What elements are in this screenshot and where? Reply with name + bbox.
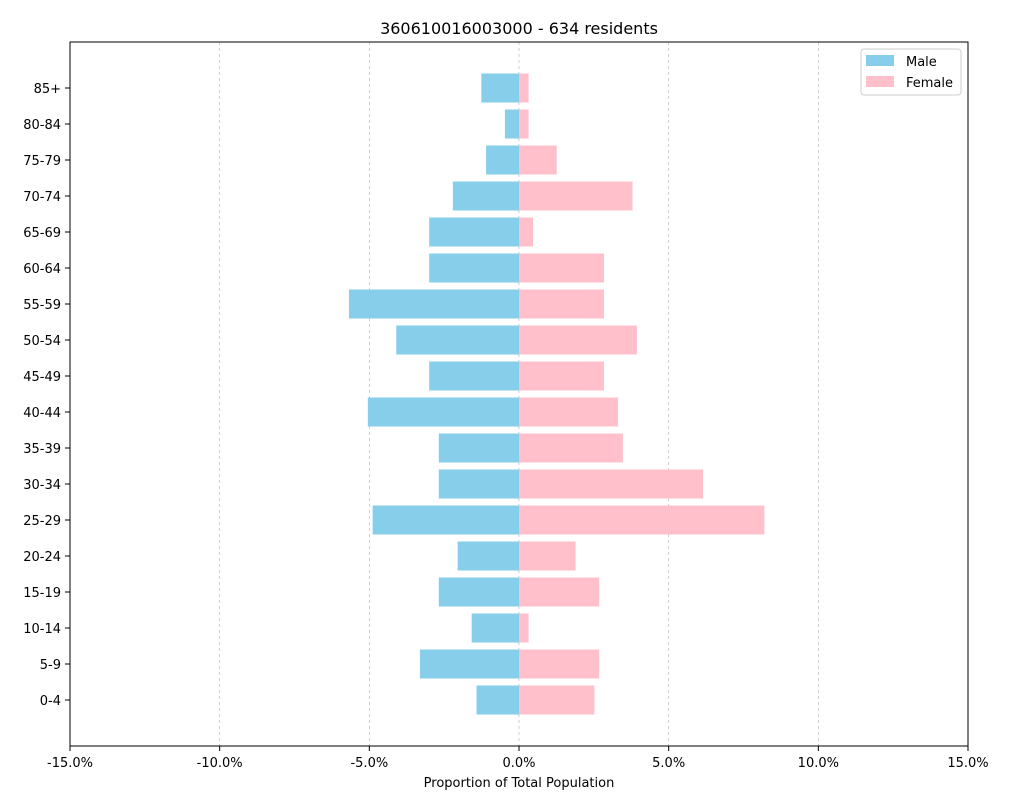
x-tick-label: 15.0%: [947, 756, 988, 771]
bar-female-80-84: [519, 109, 529, 139]
bar-female-55-59: [519, 289, 605, 319]
y-tick-label: 25-29: [23, 514, 61, 529]
x-tick-label: -15.0%: [47, 756, 93, 771]
bar-male-0-4: [476, 685, 519, 715]
bar-female-5-9: [519, 649, 600, 679]
y-tick-label: 35-39: [23, 442, 61, 457]
y-tick-label: 65-69: [23, 226, 61, 241]
x-tick-label: -5.0%: [350, 756, 388, 771]
y-tick-label: 50-54: [23, 334, 61, 349]
x-axis: -15.0% -10.0% -5.0% 0.0% 5.0% 10.0% 15.0%: [47, 746, 989, 771]
bar-male-25-29: [372, 505, 519, 535]
bar-male-35-39: [438, 433, 519, 463]
y-tick-label: 55-59: [23, 298, 61, 313]
x-tick-label: 5.0%: [652, 756, 685, 771]
x-tick-label: -10.0%: [197, 756, 243, 771]
bar-male-5-9: [419, 649, 519, 679]
bar-male-40-44: [367, 397, 519, 427]
legend-swatch-female: [866, 76, 894, 87]
bar-female-40-44: [519, 397, 619, 427]
bar-female-25-29: [519, 505, 765, 535]
bar-male-70-74: [452, 181, 519, 211]
legend-swatch-male: [866, 55, 894, 66]
bar-male-80-84: [504, 109, 519, 139]
y-tick-label: 85+: [34, 82, 61, 97]
bar-female-45-49: [519, 361, 605, 391]
bar-male-85+: [481, 73, 519, 103]
bar-male-55-59: [348, 289, 519, 319]
y-tick-label: 70-74: [23, 190, 61, 205]
y-tick-label: 80-84: [23, 118, 61, 133]
bar-female-70-74: [519, 181, 633, 211]
bar-female-75-79: [519, 145, 557, 175]
y-tick-label: 40-44: [23, 406, 61, 421]
bar-male-10-14: [471, 613, 519, 643]
bar-female-0-4: [519, 685, 595, 715]
y-tick-label: 30-34: [23, 478, 61, 493]
legend: Male Female: [860, 48, 962, 96]
x-axis-label: Proportion of Total Population: [424, 776, 615, 791]
y-tick-label: 45-49: [23, 370, 61, 385]
bars: [348, 73, 765, 715]
x-tick-label: 10.0%: [798, 756, 839, 771]
y-tick-label: 5-9: [40, 658, 61, 673]
bar-female-15-19: [519, 577, 600, 607]
legend-label-female: Female: [906, 76, 953, 91]
bar-male-65-69: [429, 217, 519, 247]
y-tick-label: 15-19: [23, 586, 61, 601]
y-tick-label: 60-64: [23, 262, 61, 277]
y-tick-label: 10-14: [23, 622, 61, 637]
x-tick-label: 0.0%: [502, 756, 535, 771]
y-tick-label: 0-4: [40, 694, 61, 709]
bar-male-20-24: [457, 541, 519, 571]
bar-male-50-54: [396, 325, 519, 355]
bar-male-60-64: [429, 253, 519, 283]
bar-female-50-54: [519, 325, 637, 355]
bar-female-30-34: [519, 469, 704, 499]
bar-female-65-69: [519, 217, 534, 247]
bar-male-75-79: [486, 145, 519, 175]
bar-male-15-19: [438, 577, 519, 607]
y-tick-label: 75-79: [23, 154, 61, 169]
bar-female-20-24: [519, 541, 576, 571]
bar-female-85+: [519, 73, 529, 103]
bar-female-35-39: [519, 433, 623, 463]
legend-label-male: Male: [906, 55, 937, 70]
bar-female-60-64: [519, 253, 605, 283]
bar-female-10-14: [519, 613, 529, 643]
y-axis: 0-4 5-9 10-14 15-19 20-24 25-29 30-34 35-39 40-4…: [23, 82, 70, 709]
y-tick-label: 20-24: [23, 550, 61, 565]
bar-male-30-34: [438, 469, 519, 499]
bar-male-45-49: [429, 361, 519, 391]
chart-title: 360610016003000 - 634 residents: [380, 19, 658, 38]
